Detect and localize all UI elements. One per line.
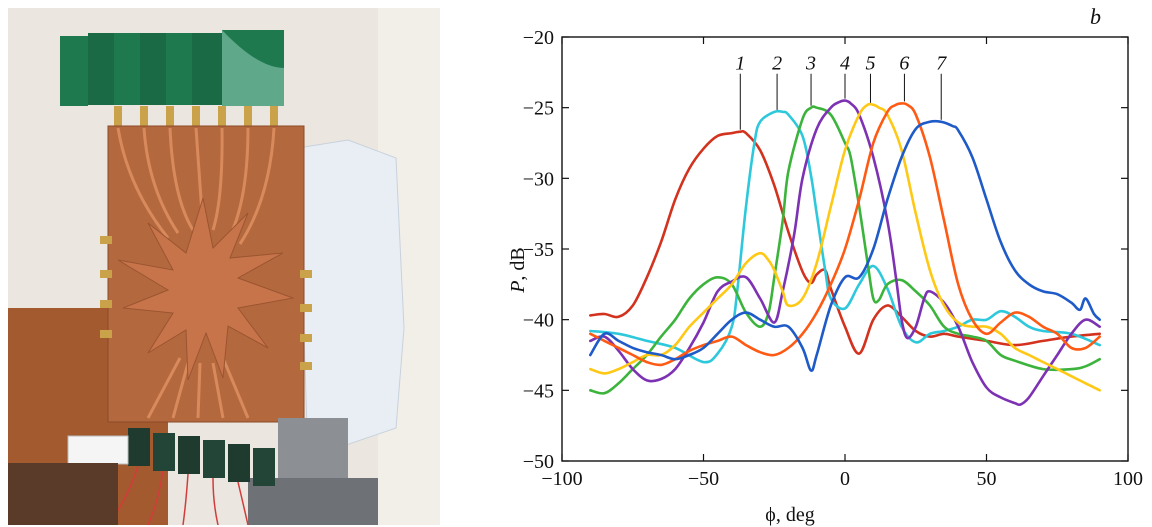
y-axis-label-symbol: P bbox=[507, 281, 529, 294]
panel-letter-b: b bbox=[1090, 4, 1101, 29]
y-axis-label: P, dB bbox=[507, 247, 529, 294]
connector bbox=[100, 330, 112, 338]
y-tick-label: −20 bbox=[523, 27, 554, 49]
feed-lines bbox=[116, 127, 276, 419]
top-connectors bbox=[114, 106, 278, 128]
vivaldi-antenna bbox=[114, 33, 140, 105]
vivaldi-antenna bbox=[192, 33, 222, 105]
connector bbox=[100, 270, 112, 278]
x-tick-label: −100 bbox=[541, 468, 582, 490]
x-tick-label: 50 bbox=[977, 468, 997, 490]
foam-block bbox=[297, 139, 405, 459]
series-6-label: 6 bbox=[899, 53, 909, 75]
connector bbox=[192, 106, 200, 128]
connector bbox=[270, 106, 278, 128]
series-4-line bbox=[589, 99, 1101, 407]
connector bbox=[300, 362, 312, 370]
series-3-line bbox=[589, 105, 1101, 395]
y-tick-label: −50 bbox=[523, 451, 554, 473]
connector bbox=[218, 106, 226, 128]
series-7-label: 7 bbox=[936, 53, 947, 75]
connector bbox=[300, 270, 312, 278]
series-2-line bbox=[589, 109, 1101, 364]
side-connectors bbox=[100, 236, 312, 370]
series-layer bbox=[589, 99, 1101, 407]
connector bbox=[100, 236, 112, 244]
power-strip bbox=[67, 435, 129, 465]
y-tick-label: −40 bbox=[523, 310, 554, 332]
connector bbox=[166, 106, 174, 128]
connector bbox=[140, 106, 148, 128]
vivaldi-antenna bbox=[166, 33, 192, 105]
vivaldi-antenna bbox=[140, 33, 166, 105]
series-5-line bbox=[589, 102, 1101, 392]
chart-background bbox=[440, 0, 1152, 527]
vivaldi-antenna bbox=[60, 36, 88, 106]
antenna-flare bbox=[222, 30, 284, 106]
connector bbox=[100, 300, 112, 308]
chair bbox=[8, 463, 118, 525]
detector-modules bbox=[128, 428, 275, 486]
series-5-label: 5 bbox=[865, 53, 875, 75]
star-lens bbox=[117, 197, 295, 381]
x-tick-label: 100 bbox=[1113, 468, 1143, 490]
connector bbox=[114, 106, 122, 128]
connector bbox=[300, 304, 312, 312]
x-axis-label: ϕ, deg bbox=[765, 504, 814, 526]
y-tick-label: −30 bbox=[523, 168, 554, 190]
antenna-array-photo bbox=[8, 8, 440, 525]
vivaldi-antenna bbox=[88, 33, 114, 105]
y-tick-label: −45 bbox=[523, 380, 554, 402]
y-axis-label-unit: , dB bbox=[507, 247, 529, 280]
y-tick-label: −35 bbox=[523, 239, 554, 261]
series-1-label: 1 bbox=[735, 53, 745, 75]
x-tick-label: −50 bbox=[688, 468, 719, 490]
axes-layer: −100 −50 0 50 100−50−45−40−35−30−25−20 bbox=[523, 27, 1143, 490]
series-2-label: 2 bbox=[772, 53, 782, 75]
vivaldi-antenna-row bbox=[60, 30, 284, 106]
connector bbox=[244, 106, 252, 128]
connector bbox=[300, 334, 312, 342]
series-3-label: 3 bbox=[805, 53, 816, 75]
series-7-line bbox=[589, 119, 1101, 372]
series-4-label: 4 bbox=[840, 53, 850, 75]
y-tick-label: −25 bbox=[523, 98, 554, 120]
series-6-line bbox=[589, 102, 1101, 367]
x-tick-label: 0 bbox=[840, 468, 850, 490]
